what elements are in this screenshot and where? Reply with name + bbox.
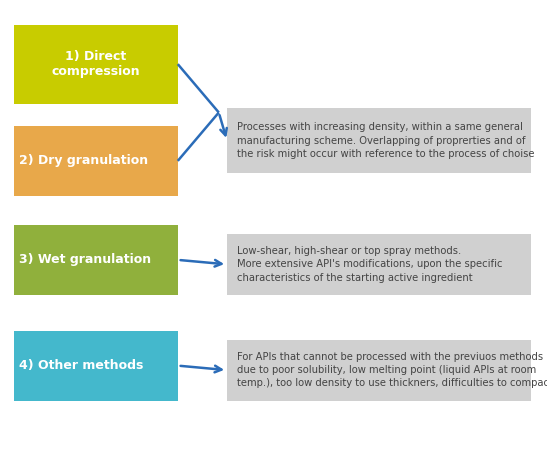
Text: 1) Direct
compression: 1) Direct compression: [51, 50, 140, 78]
Text: For APIs that cannot be processed with the previuos methods
due to poor solubili: For APIs that cannot be processed with t…: [237, 352, 547, 388]
FancyBboxPatch shape: [14, 225, 178, 295]
Text: 2) Dry granulation: 2) Dry granulation: [19, 154, 148, 167]
FancyBboxPatch shape: [14, 331, 178, 400]
FancyBboxPatch shape: [227, 108, 531, 173]
Text: Processes with increasing density, within a same general
manufacturing scheme. O: Processes with increasing density, withi…: [237, 122, 534, 159]
FancyBboxPatch shape: [14, 25, 178, 104]
Text: Low-shear, high-shear or top spray methods.
More extensive API's modifications, : Low-shear, high-shear or top spray metho…: [237, 246, 502, 283]
FancyBboxPatch shape: [227, 234, 531, 295]
FancyBboxPatch shape: [227, 340, 531, 400]
Text: 4) Other methods: 4) Other methods: [19, 359, 143, 372]
Text: 3) Wet granulation: 3) Wet granulation: [19, 253, 152, 266]
FancyBboxPatch shape: [14, 126, 178, 196]
